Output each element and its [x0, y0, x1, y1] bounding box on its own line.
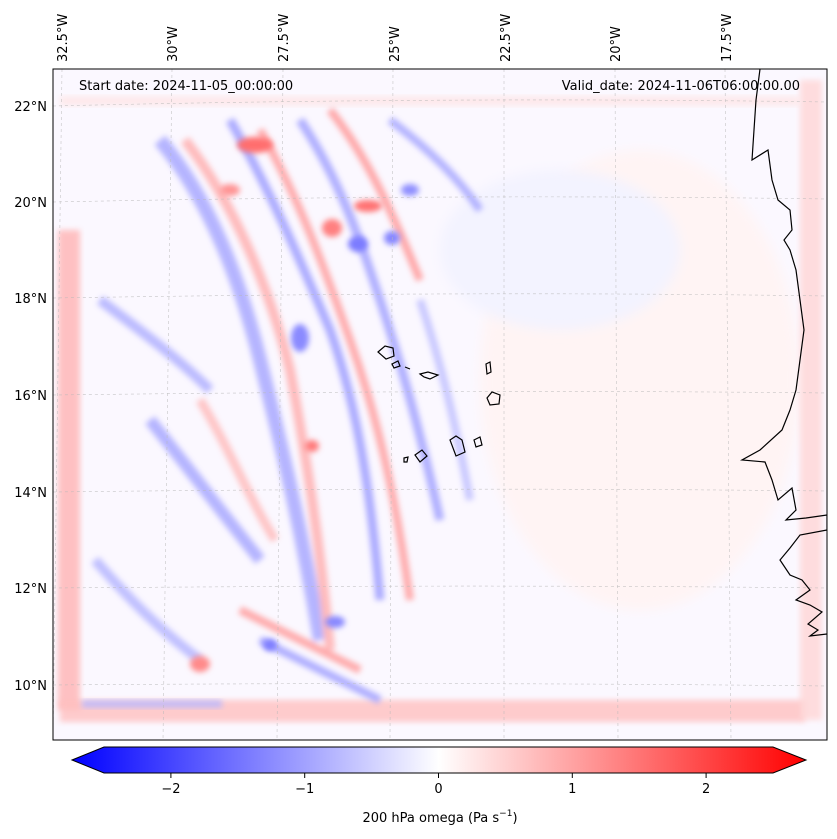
gridlines	[53, 69, 827, 740]
lat-label: 22°N	[14, 100, 47, 115]
lat-label: 20°N	[14, 196, 47, 211]
lon-label: 25°W	[388, 26, 403, 62]
colorbar-tick-label: 1	[568, 782, 576, 797]
lat-label: 16°N	[14, 389, 47, 404]
omega-field	[53, 69, 827, 740]
colorbar-tick-label: 2	[702, 782, 710, 797]
colorbar-tick-label: −1	[295, 782, 314, 797]
colorbar-bar	[70, 746, 808, 774]
longitude-labels: 32.5°W 30°W 27.5°W 25°W 22.5°W 20°W 17.5…	[56, 14, 735, 62]
lon-label: 17.5°W	[720, 14, 735, 62]
colorbar-label: 200 hPa omega (Pa s−1)	[362, 809, 517, 826]
map-panel	[53, 69, 827, 740]
cape-verde-islands	[377, 345, 501, 463]
colorbar-tick-label: 0	[434, 782, 442, 797]
lon-label: 20°W	[609, 26, 624, 62]
lat-label: 10°N	[14, 679, 47, 694]
lon-label: 32.5°W	[56, 14, 71, 62]
west-africa-coastline	[739, 69, 827, 637]
colorbar: −2 −1 0 1 2 200 hPa omega (Pa s−1)	[70, 746, 808, 826]
lon-label: 30°W	[166, 26, 181, 62]
lon-label: 22.5°W	[499, 14, 514, 62]
start-date-label: Start date: 2024-11-05_00:00:00	[79, 79, 293, 94]
map-frame	[52, 68, 828, 741]
lon-label: 27.5°W	[277, 14, 292, 62]
colorbar-ticks: −2 −1 0 1 2	[161, 773, 710, 797]
lat-label: 14°N	[14, 486, 47, 501]
latitude-labels: 22°N 20°N 18°N 16°N 14°N 12°N 10°N	[14, 100, 47, 694]
colorbar-tick-label: −2	[161, 782, 180, 797]
lat-label: 12°N	[14, 582, 47, 597]
lat-label: 18°N	[14, 292, 47, 307]
valid-date-label: Valid_date: 2024-11-06T06:00:00.00	[562, 79, 800, 94]
